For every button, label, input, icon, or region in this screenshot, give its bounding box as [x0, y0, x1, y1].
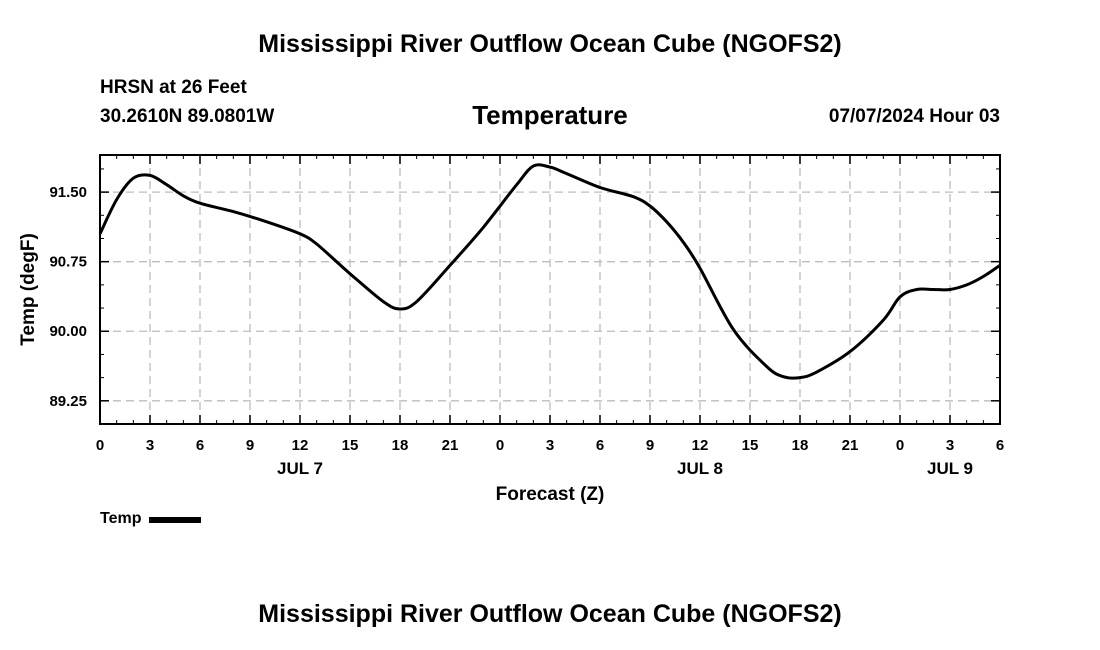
station-coordinates: 30.2610N 89.0801W: [100, 106, 275, 127]
station-label: HRSN at 26 Feet: [100, 77, 247, 98]
day-label: JUL 8: [677, 459, 723, 478]
x-tick-label: 3: [546, 437, 554, 454]
y-tick-label: 90.00: [49, 323, 87, 340]
footer-title: Mississippi River Outflow Ocean Cube (NG…: [258, 600, 842, 628]
x-tick-label: 15: [742, 437, 759, 454]
series-line-temp: [98, 163, 1001, 380]
x-tick-label: 3: [146, 437, 154, 454]
x-tick-label: 3: [946, 437, 954, 454]
chart-title: Temperature: [472, 100, 628, 130]
x-tick-label: 21: [842, 437, 859, 454]
forecast-datetime: 07/07/2024 Hour 03: [828, 106, 1000, 127]
x-tick-label: 15: [342, 437, 359, 454]
x-tick-label: 9: [646, 437, 654, 454]
x-tick-label: 21: [442, 437, 459, 454]
x-tick-label: 6: [596, 437, 604, 454]
y-tick-label: 90.75: [49, 254, 87, 271]
x-axis-label: Forecast (Z): [496, 484, 605, 505]
x-tick-label: 0: [496, 437, 504, 454]
day-label: JUL 9: [927, 459, 973, 478]
y-tick-label: 91.50: [49, 184, 87, 201]
legend: Temp: [100, 510, 202, 528]
x-tick-label: 9: [246, 437, 254, 454]
x-tick-label: 18: [392, 437, 409, 454]
x-tick-label: 12: [692, 437, 709, 454]
x-tick-label: 12: [292, 437, 309, 454]
x-tick-label: 18: [792, 437, 809, 454]
legend-label: Temp: [100, 510, 142, 527]
y-tick-label: 89.25: [49, 393, 87, 410]
x-tick-label: 0: [96, 437, 104, 454]
main-title: Mississippi River Outflow Ocean Cube (NG…: [258, 30, 842, 58]
x-tick-label: 6: [996, 437, 1004, 454]
y-axis-label: Temp (degF): [18, 233, 39, 346]
legend-swatch: [149, 517, 202, 523]
x-tick-label: 0: [896, 437, 904, 454]
x-tick-label: 6: [196, 437, 204, 454]
day-label: JUL 7: [277, 459, 323, 478]
